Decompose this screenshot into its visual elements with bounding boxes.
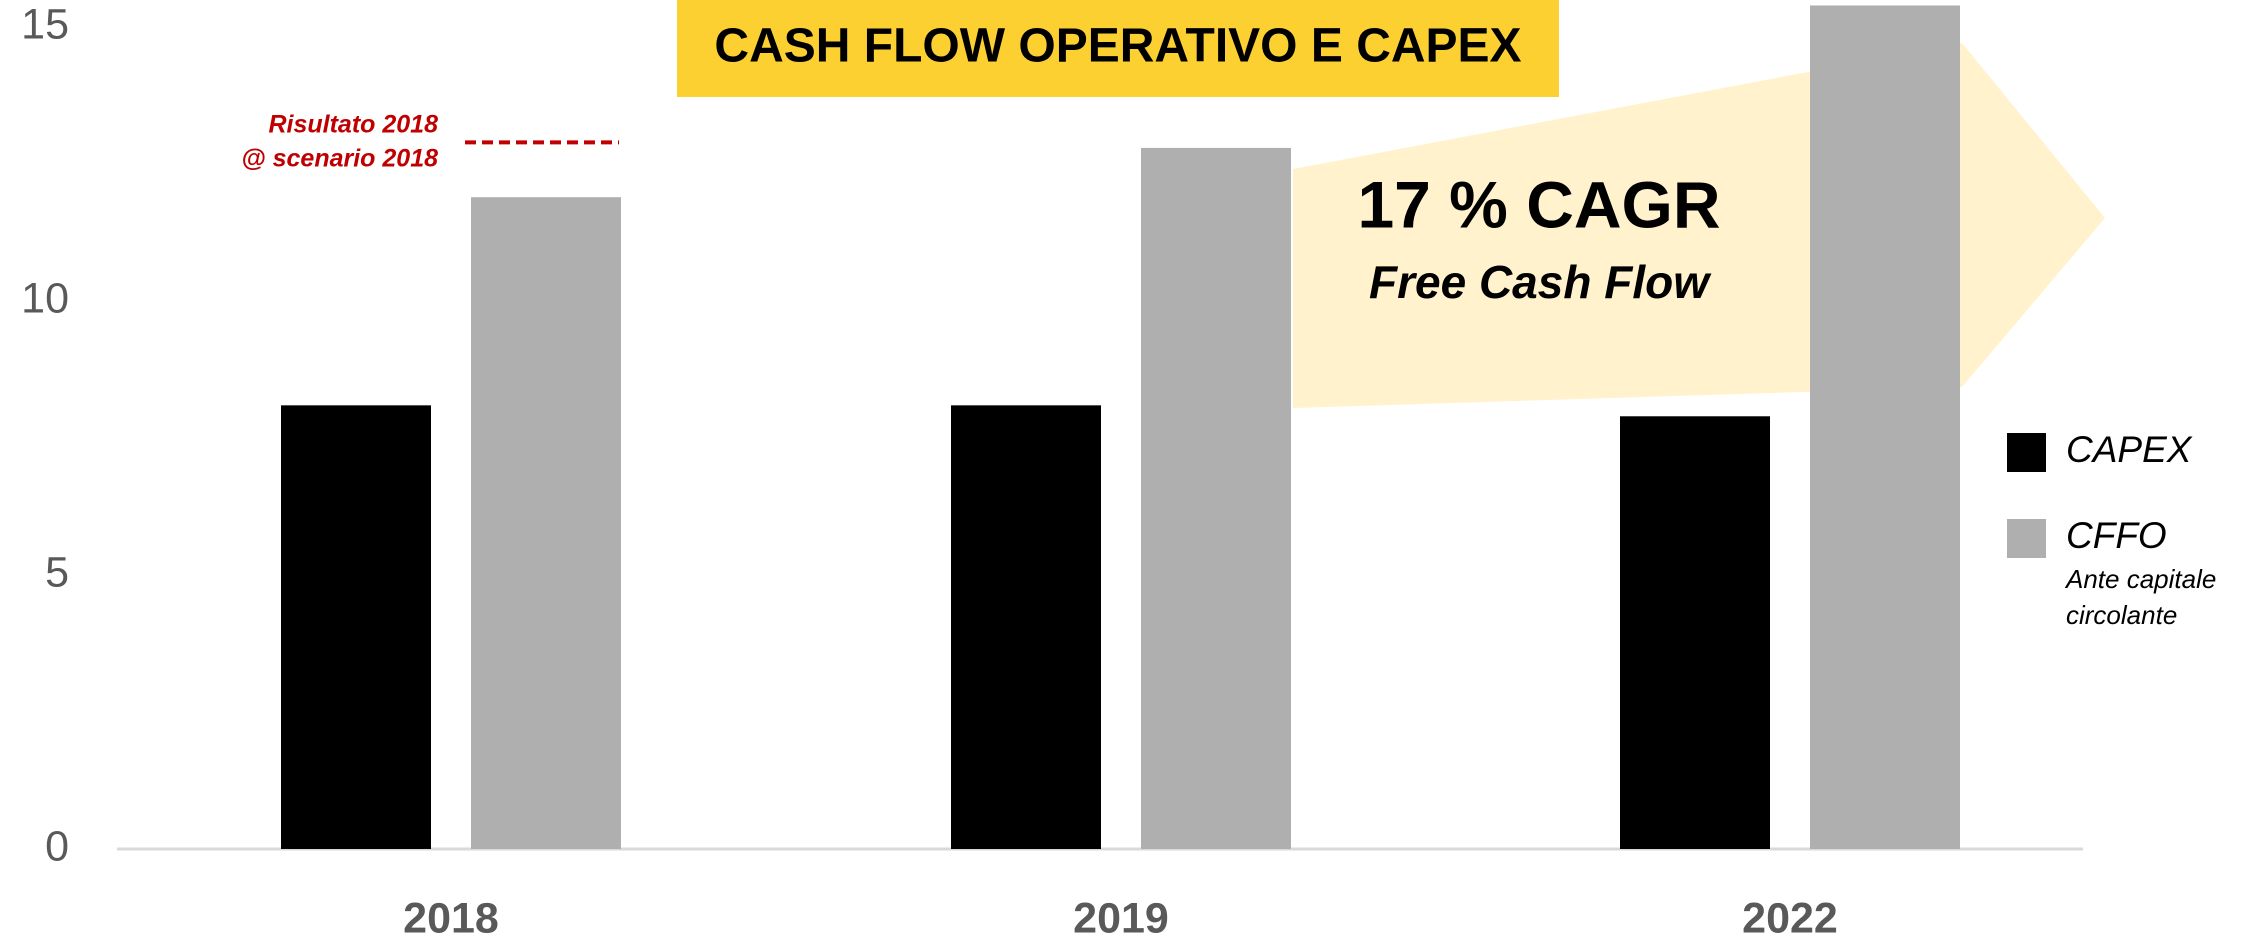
legend-note: circolante [2066,600,2177,630]
y-tick-label: 15 [21,1,69,49]
y-tick-label: 10 [21,275,69,323]
y-tick-label: 0 [45,822,69,870]
legend-note: Ante capitale [2064,564,2216,594]
cagr-text: 17 % CAGR [1357,167,1720,241]
annotation-text: Risultato 2018 [268,111,438,139]
chart-title: CASH FLOW OPERATIVO E CAPEX [714,20,1521,73]
x-tick-label: 2019 [1073,894,1169,942]
bar [1620,416,1770,849]
x-tick-label: 2022 [1742,894,1838,942]
legend-label: CAPEX [2066,429,2193,470]
x-tick-label: 2018 [403,894,499,942]
bar [951,405,1101,849]
legend-swatch [2007,519,2046,558]
cagr-subtext: Free Cash Flow [1369,256,1712,308]
bar [281,405,431,849]
legend-label: CFFO [2066,515,2167,556]
annotation-text: @ scenario 2018 [241,145,438,173]
bar [1810,5,1960,850]
legend-swatch [2007,433,2046,472]
bar [1141,147,1291,849]
title-box [677,0,1559,97]
bar [471,197,621,849]
y-tick-label: 5 [45,548,69,596]
